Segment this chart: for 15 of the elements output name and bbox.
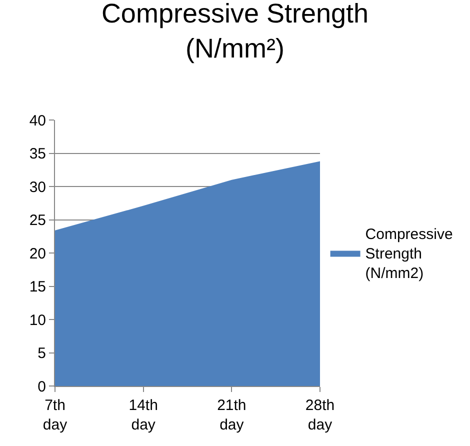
x-tick-label: 14th day bbox=[128, 397, 158, 434]
x-tick-label: 7th day bbox=[42, 397, 68, 434]
y-tick-label: 25 bbox=[29, 212, 46, 229]
y-tick-label: 10 bbox=[29, 312, 46, 329]
y-tick-label: 35 bbox=[29, 146, 46, 162]
chart-title: Compressive Strength (N/mm²) bbox=[101, 0, 369, 64]
y-tick-label: 40 bbox=[29, 112, 46, 130]
legend-label: Compressive Strength (N/mm2) bbox=[365, 226, 453, 282]
y-tick-label: 5 bbox=[38, 345, 46, 362]
x-tick-label: 28th day bbox=[305, 397, 335, 434]
y-tick-label: 15 bbox=[29, 278, 46, 296]
y-tick-label: 30 bbox=[29, 178, 46, 196]
y-tick-label: 20 bbox=[29, 245, 46, 262]
x-tick-label: 21th day bbox=[217, 397, 246, 434]
y-tick-label: 0 bbox=[38, 378, 46, 396]
